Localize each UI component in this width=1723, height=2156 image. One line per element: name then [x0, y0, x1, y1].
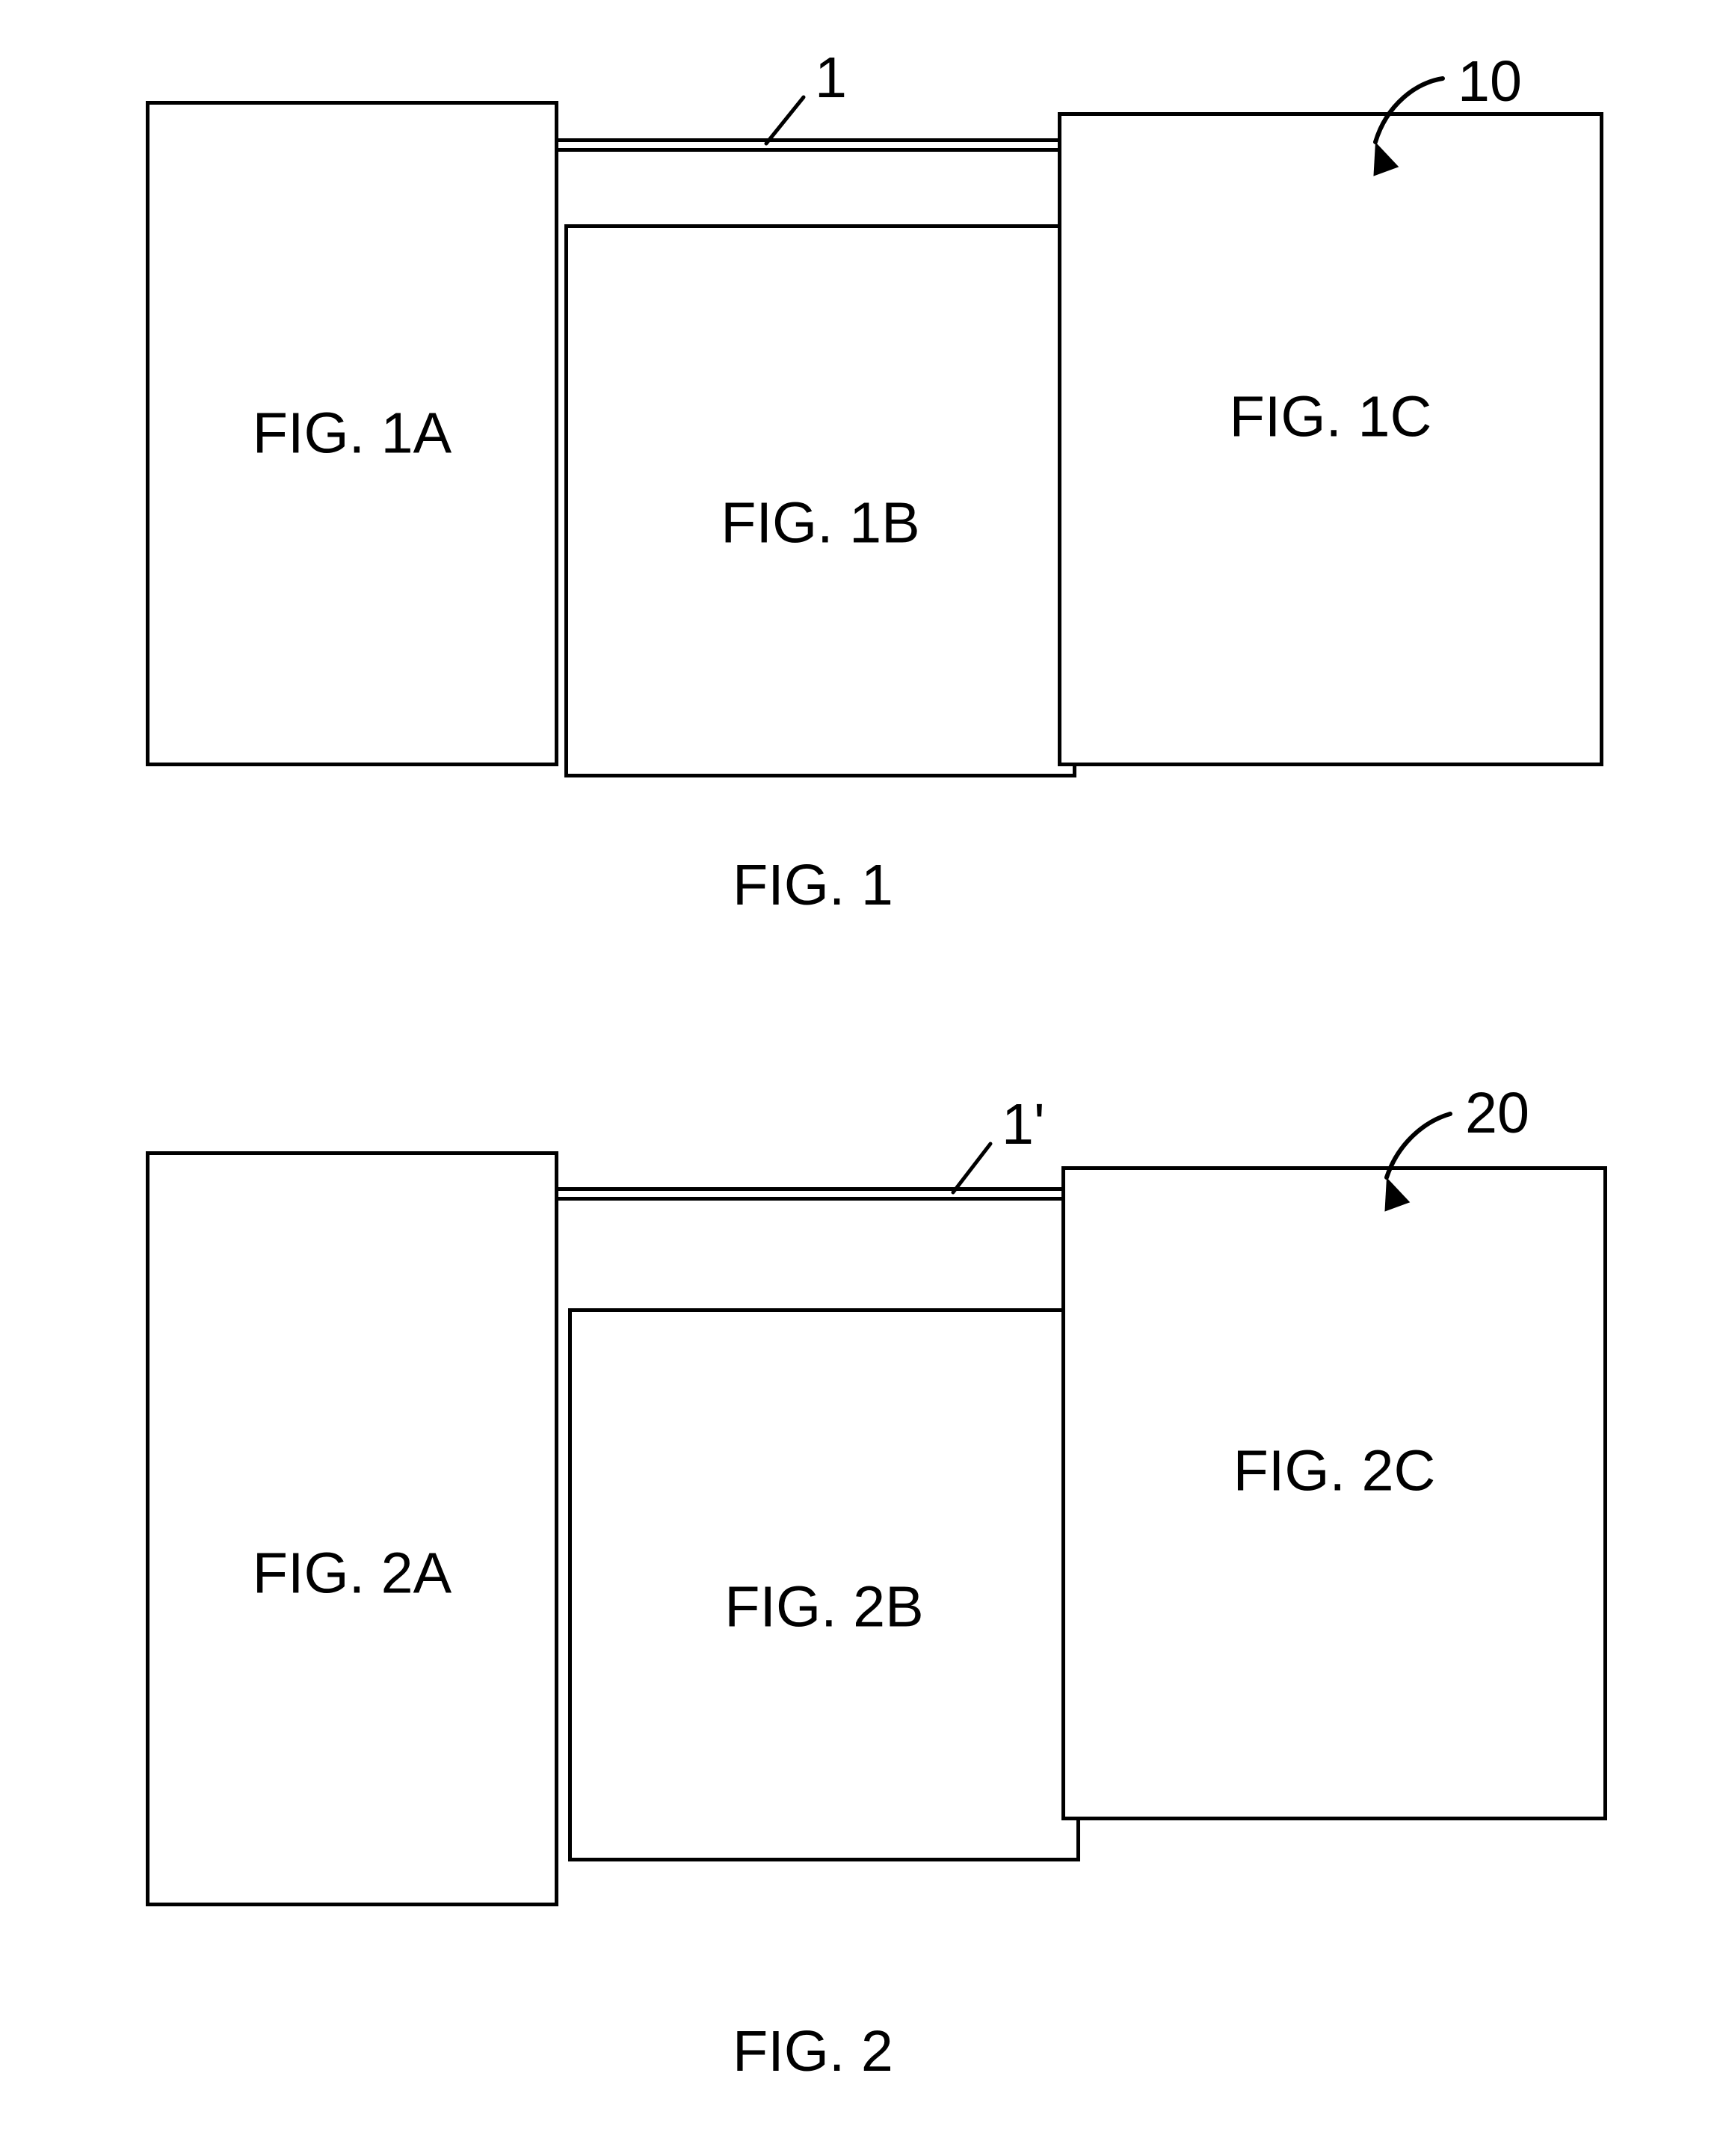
diagram-stage: FIG. 1AFIG. 1BFIG. 1C110FIG. 1FIG. 2AFIG…	[0, 0, 1723, 2156]
